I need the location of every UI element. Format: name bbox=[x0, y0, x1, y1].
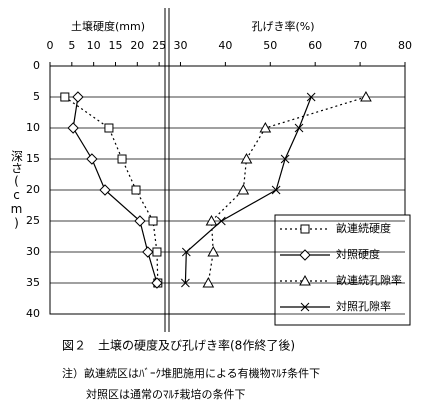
y-tick-label: 15 bbox=[26, 152, 40, 165]
marker bbox=[86, 153, 98, 165]
x-tick-label: 80 bbox=[398, 39, 412, 52]
marker bbox=[306, 92, 316, 102]
y-tick-label: 30 bbox=[26, 245, 40, 258]
marker bbox=[72, 91, 84, 103]
legend-label: 畝連続孔隙率 bbox=[336, 273, 402, 287]
marker bbox=[134, 215, 146, 227]
x-tick-label: 30 bbox=[173, 39, 187, 52]
y-tick-label: 0 bbox=[33, 59, 40, 72]
marker bbox=[216, 216, 226, 226]
x2-axis-title: 孔げき率(%) bbox=[251, 19, 314, 33]
legend-marker bbox=[300, 302, 310, 312]
marker bbox=[142, 246, 154, 258]
x-tick-label: 5 bbox=[68, 39, 75, 52]
marker bbox=[271, 185, 281, 195]
x-tick-label: 60 bbox=[308, 39, 322, 52]
marker bbox=[181, 278, 190, 288]
caption: 図２ 土壌の硬度及び孔げき率(8作終了後) bbox=[62, 338, 295, 353]
y-tick-label: 20 bbox=[26, 183, 40, 196]
x-tick-label: 50 bbox=[263, 39, 277, 52]
x-tick-label: 25 bbox=[152, 39, 166, 52]
marker bbox=[131, 185, 141, 195]
marker bbox=[181, 247, 191, 257]
marker bbox=[360, 90, 372, 102]
marker bbox=[99, 184, 111, 196]
marker bbox=[205, 214, 218, 226]
marker bbox=[259, 121, 272, 133]
y-tick-label: 5 bbox=[33, 90, 40, 103]
marker bbox=[117, 154, 127, 164]
marker bbox=[152, 247, 162, 257]
y-axis-title: 深さ(cm) bbox=[10, 150, 24, 230]
legend-marker bbox=[299, 249, 311, 261]
legend-label: 対照孔隙率 bbox=[336, 299, 391, 313]
marker bbox=[60, 92, 70, 102]
marker bbox=[202, 276, 215, 288]
note: 対照区は通常のﾏﾙﾁ栽培の条件下 bbox=[86, 387, 246, 401]
legend-marker bbox=[299, 274, 311, 286]
marker bbox=[237, 183, 250, 195]
marker bbox=[151, 277, 163, 289]
x-axis-title: 土壌硬度(mm) bbox=[71, 19, 145, 33]
x-tick-label: 20 bbox=[130, 39, 144, 52]
legend-label: 畝連続硬度 bbox=[336, 221, 391, 235]
marker bbox=[294, 123, 304, 133]
y-tick-label: 40 bbox=[26, 307, 40, 320]
note: 注）畝連続区はﾊﾞｰｸ堆肥施用による有機物ﾏﾙﾁ条件下 bbox=[62, 366, 320, 380]
marker bbox=[67, 122, 79, 134]
legend-label: 対照硬度 bbox=[336, 247, 380, 261]
legend-marker bbox=[300, 224, 310, 234]
x-tick-label: 70 bbox=[353, 39, 367, 52]
x-tick-label: 10 bbox=[87, 39, 101, 52]
x-tick-label: 40 bbox=[218, 39, 232, 52]
marker bbox=[207, 245, 220, 257]
y-tick-label: 10 bbox=[26, 121, 40, 134]
marker bbox=[240, 152, 253, 164]
marker bbox=[280, 154, 290, 164]
marker bbox=[104, 123, 114, 133]
x-tick-label: 0 bbox=[47, 39, 54, 52]
y-tick-label: 25 bbox=[26, 214, 40, 227]
y-tick-label: 35 bbox=[26, 276, 40, 289]
marker bbox=[148, 216, 158, 226]
x-tick-label: 15 bbox=[108, 39, 122, 52]
